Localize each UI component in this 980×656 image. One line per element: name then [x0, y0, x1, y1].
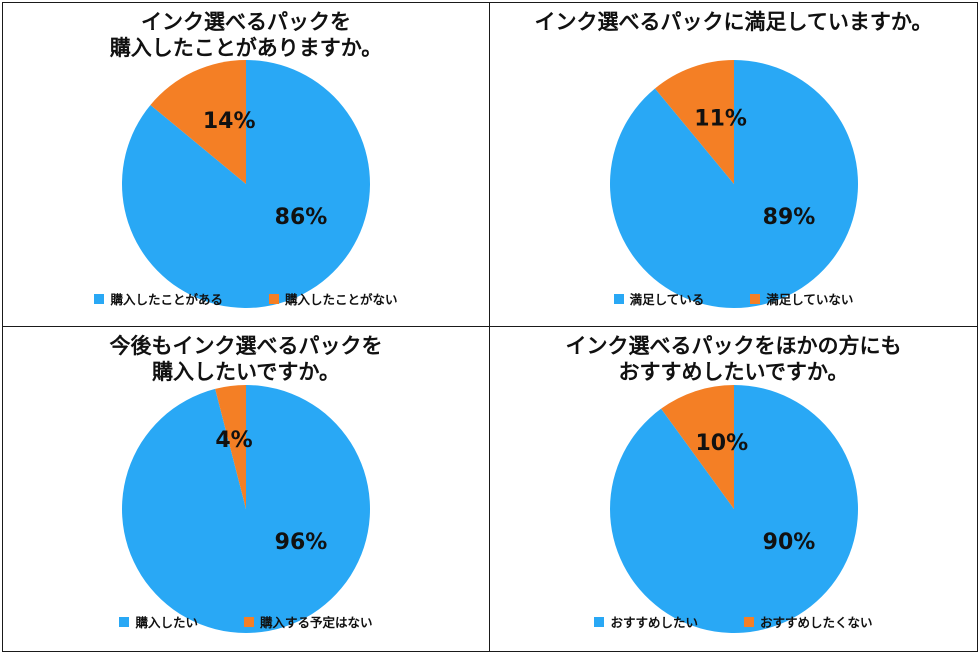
- legend-swatch-yes: [613, 293, 624, 304]
- data-label-no: 10%: [695, 431, 748, 456]
- legend-item-yes: おすすめしたい: [594, 612, 698, 631]
- data-label-yes: 96%: [275, 530, 328, 555]
- legend-item-yes: 購入したい: [119, 612, 198, 631]
- legend-label-no: 購入したことがない: [285, 292, 398, 307]
- legend-label-yes: 購入したことがある: [110, 292, 223, 307]
- legend-label-yes: 満足している: [629, 292, 705, 307]
- pie-slice-no: [150, 60, 246, 184]
- chart-title: インク選べるパックに満足していますか。: [534, 10, 933, 34]
- legend-swatch-yes: [594, 616, 605, 627]
- pie-chart: 96% 4%: [122, 385, 371, 633]
- data-label-yes: 89%: [762, 205, 815, 230]
- chart-title: 今後もインク選べるパックを 購入したいですか。: [109, 334, 383, 384]
- legend-label-yes: おすすめしたい: [610, 615, 698, 630]
- chart-title: インク選べるパックを 購入したことがありますか。: [109, 10, 383, 60]
- legend-label-no: おすすめしたくない: [760, 615, 873, 630]
- pie-slice-yes: [122, 60, 371, 308]
- data-label-yes: 86%: [275, 205, 328, 230]
- chart-panel-recommendation: インク選べるパックをほかの方にも おすすめしたいですか。 90% 10% おすすめ…: [490, 327, 977, 651]
- pie-chart: 90% 10%: [609, 385, 858, 633]
- legend-item-no: 購入したことがない: [269, 289, 398, 308]
- pie-slice-no: [654, 60, 734, 184]
- legend-label-no: 満足していない: [766, 292, 854, 307]
- legend-swatch-no: [750, 293, 761, 304]
- data-label-yes: 90%: [762, 530, 815, 555]
- chart-panel-satisfaction: インク選べるパックに満足していますか。 89% 11% 満足している 満足していな…: [490, 3, 977, 327]
- pie-chart: 89% 11%: [609, 60, 858, 308]
- data-label-no: 4%: [215, 428, 252, 453]
- legend-item-yes: 満足している: [613, 289, 705, 308]
- legend-swatch-no: [744, 616, 754, 627]
- pie-slice-no: [660, 385, 734, 509]
- data-label-no: 14%: [203, 109, 256, 134]
- chart-title: インク選べるパックをほかの方にも おすすめしたいですか。: [565, 334, 902, 384]
- legend-item-yes: 購入したことがある: [94, 289, 223, 308]
- legend-swatch-no: [269, 293, 279, 304]
- pie-chart: 86% 14%: [122, 60, 371, 308]
- legend-label-no: 購入する予定はない: [260, 615, 373, 630]
- data-label-no: 11%: [694, 107, 747, 132]
- chart-legend: 購入したい 購入する予定はない: [3, 612, 489, 631]
- chart-legend: おすすめしたい おすすめしたくない: [490, 612, 977, 631]
- legend-swatch-yes: [94, 293, 105, 304]
- legend-swatch-no: [244, 616, 254, 627]
- legend-swatch-yes: [119, 616, 130, 627]
- legend-item-no: おすすめしたくない: [744, 612, 873, 631]
- pie-slice-yes: [122, 385, 371, 633]
- legend-item-no: 購入する予定はない: [244, 612, 373, 631]
- pie-slice-yes: [609, 60, 858, 308]
- chart-legend: 満足している 満足していない: [490, 289, 977, 308]
- pie-slice-no: [215, 385, 246, 509]
- legend-item-no: 満足していない: [750, 289, 853, 308]
- legend-label-yes: 購入したい: [135, 615, 198, 630]
- chart-legend: 購入したことがある 購入したことがない: [3, 289, 489, 308]
- chart-panel-repurchase-intent: 今後もインク選べるパックを 購入したいですか。 96% 4% 購入したい 購入する…: [3, 327, 490, 651]
- chart-panel-purchase-experience: インク選べるパックを 購入したことがありますか。 86% 14% 購入したことがあ…: [3, 3, 490, 327]
